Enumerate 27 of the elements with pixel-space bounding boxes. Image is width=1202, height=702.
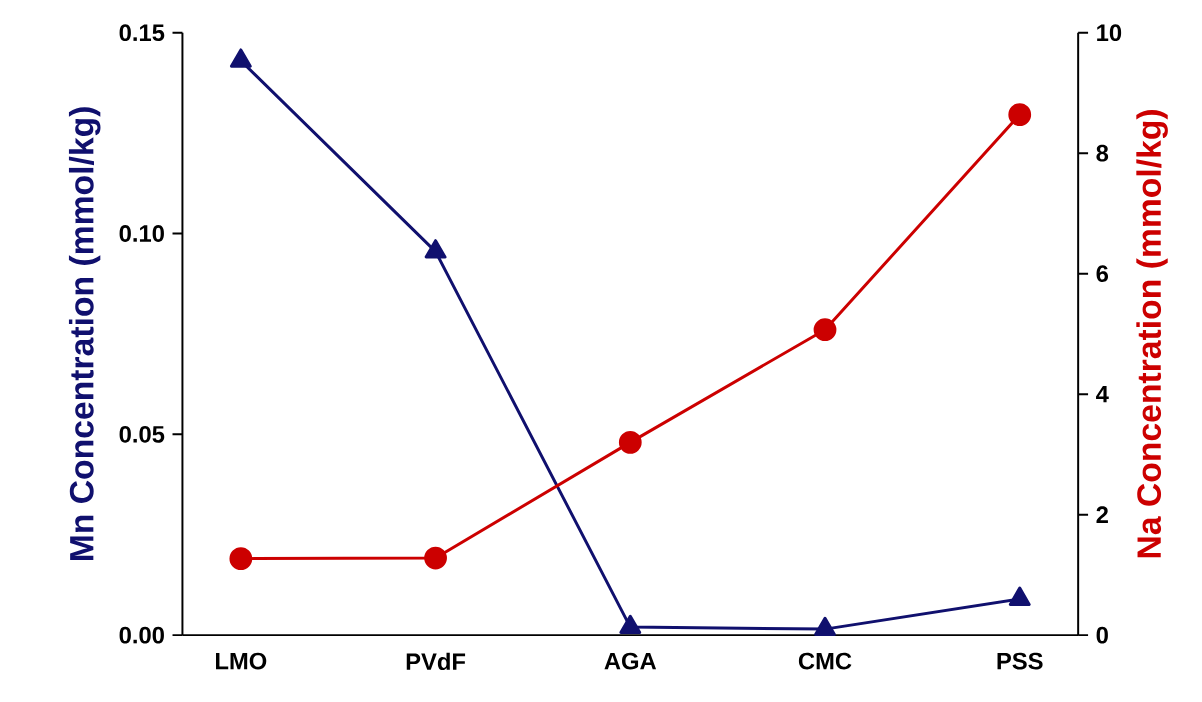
y2-tick-label: 10 — [1097, 24, 1122, 42]
point — [1008, 586, 1031, 607]
x-tick-label: CMC — [798, 652, 852, 670]
y2-tick-label: 0 — [1096, 626, 1108, 644]
point — [424, 546, 447, 570]
point — [618, 431, 642, 454]
point — [424, 239, 447, 259]
y2-tick-label: 8 — [1096, 145, 1109, 162]
point — [813, 318, 837, 342]
y2-axis-title: Na Concentration (mmol/kg) — [1136, 110, 1168, 558]
y2-tick-label: 4 — [1096, 386, 1109, 403]
x-tick-label: AGA — [604, 652, 657, 670]
x-tick-label: PSS — [997, 652, 1043, 670]
point — [229, 48, 252, 68]
y-tick-label: 0.00 — [119, 626, 164, 644]
point — [814, 616, 836, 637]
y-axis-title: Mn Concentration (mmol/kg) — [68, 107, 101, 561]
point — [619, 614, 642, 635]
point — [229, 547, 253, 571]
x-tick-label: LMO — [216, 652, 267, 670]
x-tick-label: PVdF — [406, 652, 466, 671]
y-tick-label: 0.10 — [119, 225, 164, 243]
y2-tick-label: 2 — [1096, 506, 1108, 524]
point — [1008, 103, 1032, 127]
y-tick-label: 0.15 — [119, 24, 165, 42]
y2-tick-label: 6 — [1096, 265, 1109, 283]
y-tick-label: 0.05 — [119, 426, 165, 443]
